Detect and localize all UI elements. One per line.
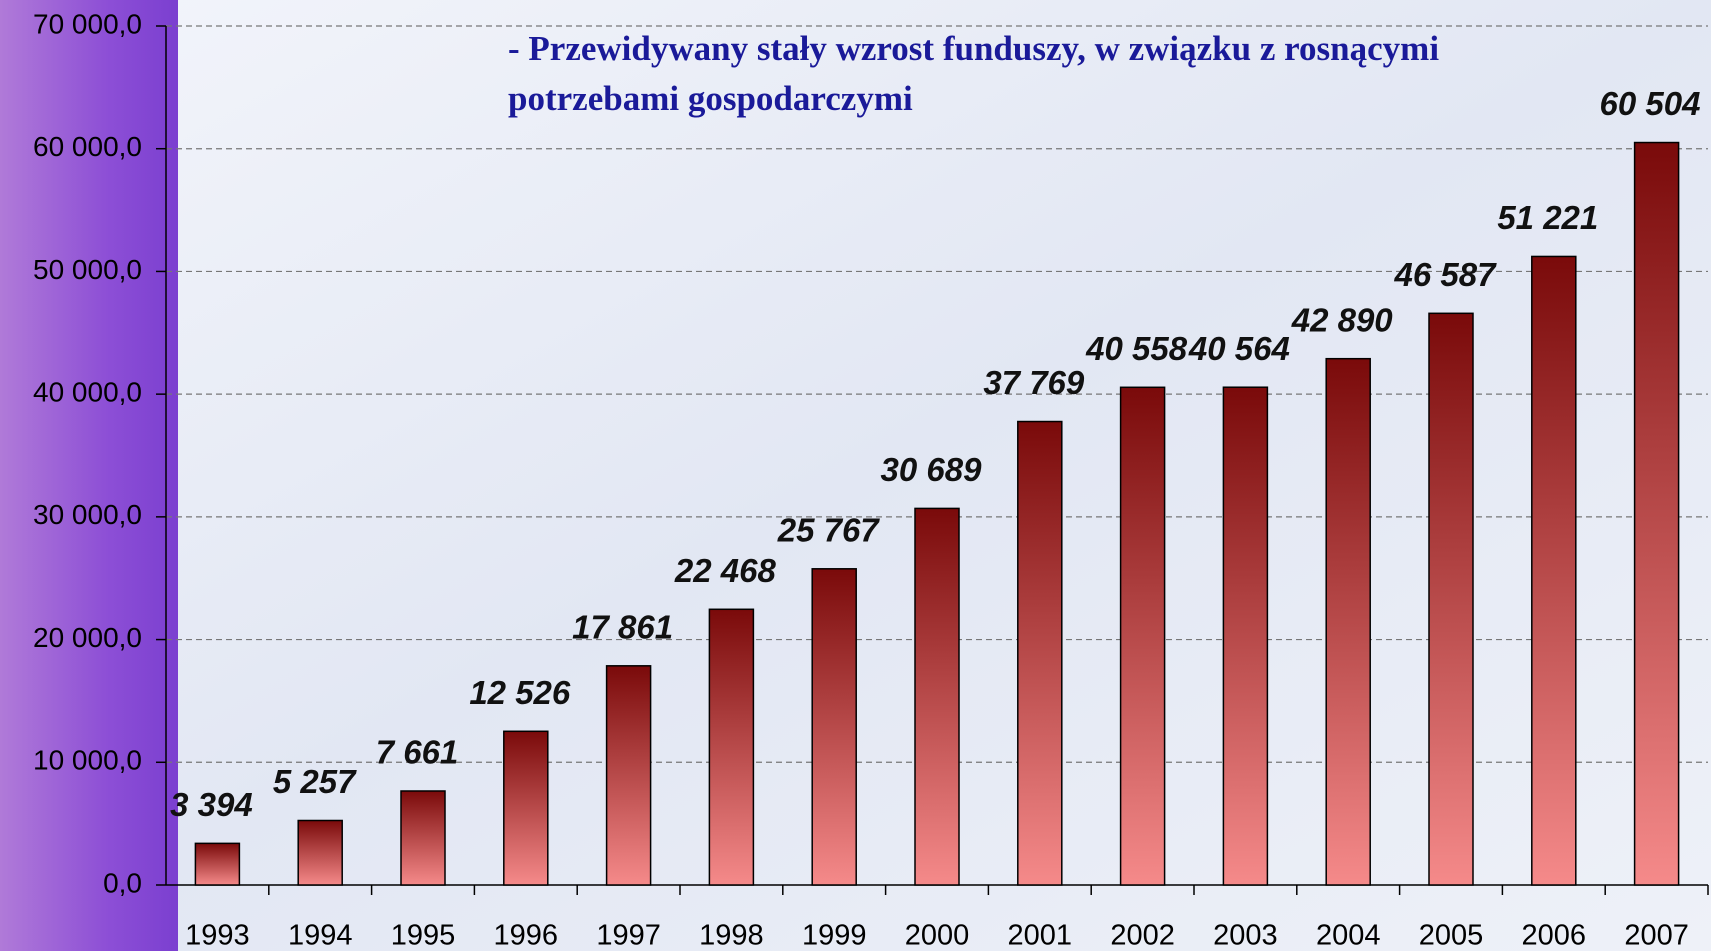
y-tick-label: 10 000,0 — [33, 745, 142, 776]
bar — [298, 820, 342, 885]
value-label: 42 890 — [1291, 301, 1394, 338]
bar — [1326, 359, 1370, 885]
y-tick-label: 60 000,0 — [33, 131, 142, 162]
value-label: 46 587 — [1394, 256, 1498, 293]
x-tick-label: 1994 — [288, 920, 353, 951]
x-tick-label: 2000 — [905, 920, 970, 951]
value-label: 17 861 — [572, 609, 673, 646]
x-tick-label: 2002 — [1110, 920, 1175, 951]
bar — [607, 666, 651, 885]
bar — [401, 791, 445, 885]
y-tick-label: 20 000,0 — [33, 622, 142, 653]
bar — [1429, 313, 1473, 885]
value-label: 25 767 — [777, 512, 881, 549]
annotation: - Przewidywany stały wzrost funduszy, w … — [508, 24, 1468, 124]
bar — [709, 609, 753, 885]
x-tick-label: 1993 — [185, 920, 250, 951]
y-tick-label: 50 000,0 — [33, 254, 142, 285]
x-tick-label: 2006 — [1522, 920, 1587, 951]
value-label: 3 394 — [170, 786, 253, 823]
value-label: 51 221 — [1497, 199, 1598, 236]
y-tick-label: 30 000,0 — [33, 499, 142, 530]
bar — [915, 508, 959, 885]
x-tick-label: 1997 — [596, 920, 661, 951]
value-label: 7 661 — [376, 734, 459, 771]
y-tick-label: 0,0 — [103, 867, 142, 898]
value-label: 60 504 — [1600, 85, 1701, 122]
x-tick-label: 1996 — [494, 920, 559, 951]
x-tick-label: 1999 — [802, 920, 867, 951]
bar — [1121, 387, 1165, 885]
value-label: 5 257 — [273, 763, 357, 800]
bar — [195, 843, 239, 885]
value-label: 22 468 — [674, 552, 777, 589]
bar — [504, 731, 548, 885]
bar — [1532, 256, 1576, 885]
value-label: 12 526 — [469, 674, 571, 711]
x-tick-label: 2007 — [1624, 920, 1689, 951]
value-label: 40 558 — [1085, 330, 1188, 367]
x-tick-label: 2004 — [1316, 920, 1381, 951]
chart: 0,0 10 000,0 20 000,0 30 000,0 40 000,0 50 00… — [0, 0, 1711, 951]
y-tick-label: 70 000,0 — [33, 8, 142, 39]
x-tick-label: 2005 — [1419, 920, 1484, 951]
x-tick-label: 1998 — [699, 920, 764, 951]
bar — [812, 569, 856, 885]
value-label: 30 689 — [881, 451, 983, 488]
bar — [1635, 143, 1679, 885]
x-tick-label: 2001 — [1008, 920, 1073, 951]
y-tick-label: 40 000,0 — [33, 377, 142, 408]
page: 0,0 10 000,0 20 000,0 30 000,0 40 000,0 50 00… — [0, 0, 1711, 951]
x-tick-label: 1995 — [391, 920, 456, 951]
value-label: 37 769 — [983, 364, 1085, 401]
bar — [1018, 422, 1062, 885]
value-label: 40 564 — [1188, 330, 1290, 367]
bar — [1223, 387, 1267, 885]
x-tick-label: 2003 — [1213, 920, 1278, 951]
